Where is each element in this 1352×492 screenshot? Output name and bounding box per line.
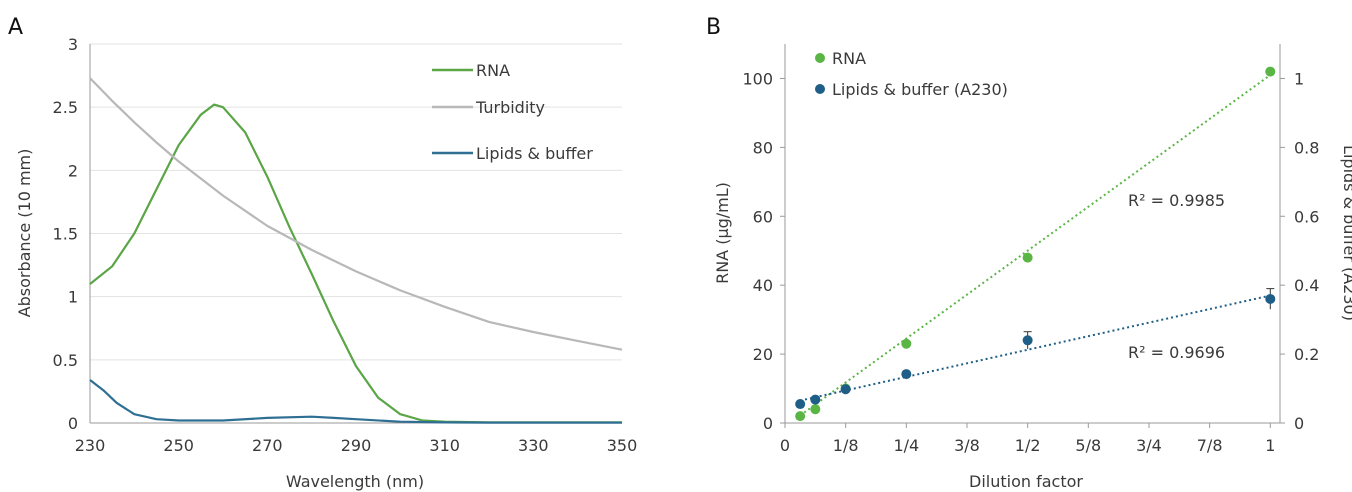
legend-label-rna: RNA xyxy=(832,49,866,68)
x-tick-label-330: 330 xyxy=(518,436,549,455)
panel-b-axes xyxy=(784,44,1281,424)
right-y-tick-label-0-2: 0.2 xyxy=(1294,345,1319,364)
y-tick-label-1-5: 1.5 xyxy=(53,225,78,244)
point-rna-0.5 xyxy=(1022,252,1033,263)
point-lipids-buffer-a230-1 xyxy=(1265,293,1276,304)
left-y-tick-label-100: 100 xyxy=(742,69,773,88)
panel-b-series: R² = 0.9985 R² = 0.9696 xyxy=(795,66,1276,422)
left-y-tick-label-40: 40 xyxy=(753,276,773,295)
point-rna-0.063 xyxy=(810,404,821,415)
panel-b-legend: RNA Lipids & buffer (A230) xyxy=(815,49,1008,99)
y-tick-label-3: 3 xyxy=(68,35,78,54)
point-lipids-buffer-a230-0.25 xyxy=(901,369,912,380)
x-tick-label-7-8: 7/8 xyxy=(1197,436,1223,455)
panel-b-right-y-ticks: 0 0.2 0.4 0.6 0.8 1 xyxy=(1280,69,1319,433)
panel-a-gridlines xyxy=(90,43,622,361)
panel-b-label: B xyxy=(706,15,721,40)
y-tick-label-1: 1 xyxy=(68,288,78,307)
x-tick-label-270: 270 xyxy=(252,436,283,455)
legend-label-lipids-buffer-a230: Lipids & buffer (A230) xyxy=(832,80,1008,99)
panel-b-x-axis-title: Dilution factor xyxy=(969,472,1083,491)
left-y-tick-label-0: 0 xyxy=(763,414,773,433)
right-y-tick-label-1: 1 xyxy=(1294,69,1304,88)
r2-label-rna: R² = 0.9985 xyxy=(1128,191,1225,210)
x-tick-label-310: 310 xyxy=(429,436,460,455)
point-lipids-buffer-a230-0.063 xyxy=(810,394,821,405)
legend-label-lipids-buffer: Lipids & buffer xyxy=(476,144,593,163)
left-y-tick-label-60: 60 xyxy=(753,207,773,226)
panel-a-series xyxy=(89,77,623,424)
y-tick-label-0: 0 xyxy=(68,414,78,433)
panel-a: A 0 0.5 1 1.5 2 2.5 3 230 250 270 290 310 330 350 RN… xyxy=(8,15,637,491)
panel-b: B 0 20 40 60 80 100 0 0.2 0.4 0.6 0.8 1 0 1/8 1/4 3/8… xyxy=(706,15,1352,491)
right-y-tick-label-0-6: 0.6 xyxy=(1294,207,1319,226)
trendline-lipids-buffer-a230 xyxy=(799,294,1271,402)
x-tick-label-3-4: 3/4 xyxy=(1136,436,1162,455)
right-y-tick-label-0: 0 xyxy=(1294,414,1304,433)
panel-b-left-y-ticks: 0 20 40 60 80 100 xyxy=(742,69,785,433)
point-lipids-buffer-a230-0.125 xyxy=(840,384,851,395)
x-tick-label-350: 350 xyxy=(607,436,638,455)
panel-a-x-ticks: 230 250 270 290 310 330 350 xyxy=(75,436,638,455)
panel-a-y-axis-title: Absorbance (10 mm) xyxy=(15,149,34,318)
panel-b-x-ticks: 0 1/8 1/4 3/8 1/2 5/8 3/4 7/8 1 xyxy=(780,423,1275,455)
legend-marker-rna xyxy=(815,53,825,63)
series-line-turbidity xyxy=(89,77,623,351)
y-tick-label-0-5: 0.5 xyxy=(53,351,78,370)
left-y-tick-label-80: 80 xyxy=(753,138,773,157)
x-tick-label-1: 1 xyxy=(1265,436,1275,455)
x-tick-label-290: 290 xyxy=(341,436,372,455)
x-tick-label-1-8: 1/8 xyxy=(833,436,859,455)
x-tick-label-1-2: 1/2 xyxy=(1015,436,1041,455)
right-y-tick-label-0-4: 0.4 xyxy=(1294,276,1319,295)
point-rna-0.25 xyxy=(901,338,912,349)
right-y-tick-label-0-8: 0.8 xyxy=(1294,138,1319,157)
point-lipids-buffer-a230-0.5 xyxy=(1022,335,1033,346)
legend-label-rna: RNA xyxy=(476,61,510,80)
x-tick-label-5-8: 5/8 xyxy=(1075,436,1101,455)
left-y-tick-label-20: 20 xyxy=(753,345,773,364)
series-line-lipids-buffer xyxy=(89,379,622,424)
x-tick-label-230: 230 xyxy=(75,436,106,455)
x-tick-label-3-8: 3/8 xyxy=(954,436,980,455)
y-tick-label-2-5: 2.5 xyxy=(53,98,78,117)
point-rna-0.031 xyxy=(795,411,806,422)
x-tick-label-0: 0 xyxy=(780,436,790,455)
x-tick-label-1-4: 1/4 xyxy=(893,436,919,455)
panel-b-right-y-axis-title: Lipids & buffer (A230) xyxy=(1340,145,1352,321)
y-tick-label-2: 2 xyxy=(68,161,78,180)
trendline-rna xyxy=(799,74,1271,417)
panel-a-label: A xyxy=(8,15,23,40)
panel-a-y-ticks: 0 0.5 1 1.5 2 2.5 3 xyxy=(53,35,78,433)
panel-a-legend: RNA Turbidity Lipids & buffer xyxy=(432,61,593,163)
legend-marker-lipids-buffer-a230 xyxy=(815,84,825,94)
point-rna-1 xyxy=(1265,66,1276,77)
point-lipids-buffer-a230-0.031 xyxy=(795,399,806,410)
panel-a-x-axis-title: Wavelength (nm) xyxy=(286,472,424,491)
legend-label-turbidity: Turbidity xyxy=(475,98,545,117)
panel-b-left-y-axis-title: RNA (µg/mL) xyxy=(713,182,732,284)
r2-label-lipids: R² = 0.9696 xyxy=(1128,343,1225,362)
x-tick-label-250: 250 xyxy=(163,436,194,455)
